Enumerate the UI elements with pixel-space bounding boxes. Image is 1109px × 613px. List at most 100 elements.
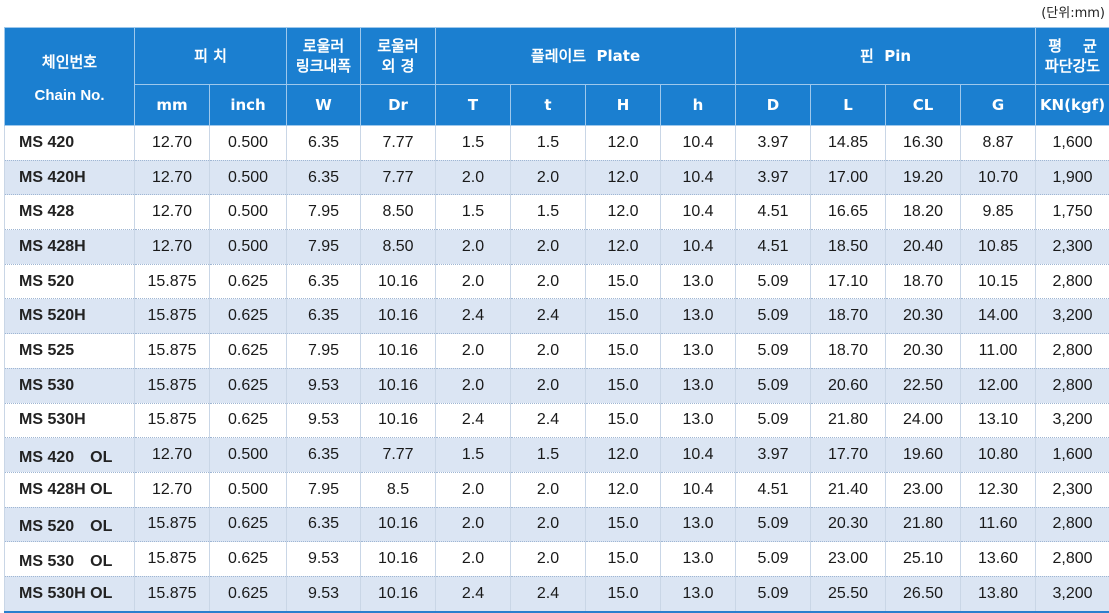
header-strength-l1: 평 균 <box>1036 36 1109 56</box>
cell-roller-width: 9.53 <box>287 576 361 611</box>
cell-plate-h: 13.0 <box>661 299 736 334</box>
header-pin-CL: CL <box>886 85 961 126</box>
cell-roller-dia: 10.16 <box>361 368 436 403</box>
cell-plate-T: 1.5 <box>436 195 511 230</box>
cell-plate-H: 15.0 <box>586 507 661 542</box>
cell-pitch-inch: 0.625 <box>210 507 287 542</box>
cell-plate-t: 2.4 <box>511 299 586 334</box>
cell-roller-width: 7.95 <box>287 195 361 230</box>
cell-plate-H: 15.0 <box>586 542 661 577</box>
cell-plate-T: 2.0 <box>436 542 511 577</box>
cell-roller-dia: 10.16 <box>361 542 436 577</box>
cell-plate-H: 15.0 <box>586 368 661 403</box>
cell-plate-H: 15.0 <box>586 334 661 369</box>
cell-pin-L: 25.50 <box>811 576 886 611</box>
cell-pin-L: 20.60 <box>811 368 886 403</box>
cell-chain-no: MS 428 <box>5 195 135 230</box>
cell-pin-G: 13.10 <box>961 403 1036 438</box>
cell-plate-T: 2.0 <box>436 472 511 507</box>
cell-pin-G: 13.80 <box>961 576 1036 611</box>
cell-plate-H: 12.0 <box>586 472 661 507</box>
cell-pitch-inch: 0.625 <box>210 368 287 403</box>
cell-chain-no: MS 520H <box>5 299 135 334</box>
header-roller-width-l2: 링크내폭 <box>287 56 360 76</box>
cell-pin-CL: 18.20 <box>886 195 961 230</box>
cell-plate-t: 2.0 <box>511 472 586 507</box>
cell-pitch-inch: 0.500 <box>210 126 287 161</box>
cell-plate-t: 1.5 <box>511 126 586 161</box>
cell-roller-width: 6.35 <box>287 507 361 542</box>
cell-roller-width: 7.95 <box>287 334 361 369</box>
cell-pitch-inch: 0.625 <box>210 264 287 299</box>
cell-roller-dia: 7.77 <box>361 160 436 195</box>
cell-strength: 3,200 <box>1036 299 1109 334</box>
cell-plate-t: 2.0 <box>511 230 586 265</box>
cell-pin-CL: 24.00 <box>886 403 961 438</box>
cell-chain-no: MS 520 OL <box>5 507 135 542</box>
header-strength: 평 균 파단강도 <box>1036 28 1109 85</box>
cell-pin-G: 11.60 <box>961 507 1036 542</box>
cell-plate-h: 10.4 <box>661 472 736 507</box>
cell-chain-no: MS 530H <box>5 403 135 438</box>
cell-pitch-mm: 12.70 <box>135 230 210 265</box>
cell-pin-L: 16.65 <box>811 195 886 230</box>
header-pin-L: L <box>811 85 886 126</box>
cell-roller-dia: 10.16 <box>361 507 436 542</box>
cell-pitch-inch: 0.625 <box>210 299 287 334</box>
cell-pin-L: 17.00 <box>811 160 886 195</box>
cell-strength: 3,200 <box>1036 576 1109 611</box>
cell-strength: 1,900 <box>1036 160 1109 195</box>
cell-pitch-inch: 0.625 <box>210 542 287 577</box>
cell-plate-h: 13.0 <box>661 368 736 403</box>
cell-pin-D: 3.97 <box>736 160 811 195</box>
header-pin-G: G <box>961 85 1036 126</box>
cell-strength: 2,300 <box>1036 472 1109 507</box>
cell-pin-D: 5.09 <box>736 507 811 542</box>
cell-pin-D: 5.09 <box>736 368 811 403</box>
cell-pitch-mm: 15.875 <box>135 576 210 611</box>
cell-strength: 2,800 <box>1036 507 1109 542</box>
cell-plate-T: 2.0 <box>436 334 511 369</box>
cell-pin-D: 3.97 <box>736 126 811 161</box>
cell-pin-CL: 23.00 <box>886 472 961 507</box>
cell-pin-L: 18.70 <box>811 299 886 334</box>
cell-plate-t: 1.5 <box>511 438 586 473</box>
cell-plate-H: 15.0 <box>586 264 661 299</box>
cell-plate-h: 13.0 <box>661 542 736 577</box>
cell-strength: 2,800 <box>1036 264 1109 299</box>
cell-pitch-inch: 0.500 <box>210 195 287 230</box>
cell-chain-no: MS 530H OL <box>5 576 135 611</box>
cell-pitch-inch: 0.500 <box>210 438 287 473</box>
cell-chain-no: MS 420 OL <box>5 438 135 473</box>
header-roller-dia-l2: 외 경 <box>361 56 435 76</box>
cell-pin-G: 12.00 <box>961 368 1036 403</box>
cell-roller-width: 9.53 <box>287 403 361 438</box>
cell-pin-D: 5.09 <box>736 264 811 299</box>
cell-roller-width: 6.35 <box>287 160 361 195</box>
cell-pitch-mm: 15.875 <box>135 299 210 334</box>
cell-roller-dia: 7.77 <box>361 438 436 473</box>
cell-pin-G: 13.60 <box>961 542 1036 577</box>
cell-roller-dia: 10.16 <box>361 403 436 438</box>
cell-strength: 1,600 <box>1036 438 1109 473</box>
cell-pin-L: 21.80 <box>811 403 886 438</box>
cell-pitch-mm: 12.70 <box>135 438 210 473</box>
cell-pin-G: 10.85 <box>961 230 1036 265</box>
cell-pin-L: 17.10 <box>811 264 886 299</box>
cell-roller-dia: 8.5 <box>361 472 436 507</box>
cell-chain-no: MS 420H <box>5 160 135 195</box>
cell-roller-width: 6.35 <box>287 126 361 161</box>
cell-pitch-mm: 15.875 <box>135 403 210 438</box>
cell-pin-D: 5.09 <box>736 576 811 611</box>
cell-plate-t: 2.0 <box>511 264 586 299</box>
cell-plate-T: 1.5 <box>436 438 511 473</box>
cell-strength: 2,800 <box>1036 542 1109 577</box>
cell-plate-T: 2.0 <box>436 507 511 542</box>
cell-pin-G: 10.15 <box>961 264 1036 299</box>
